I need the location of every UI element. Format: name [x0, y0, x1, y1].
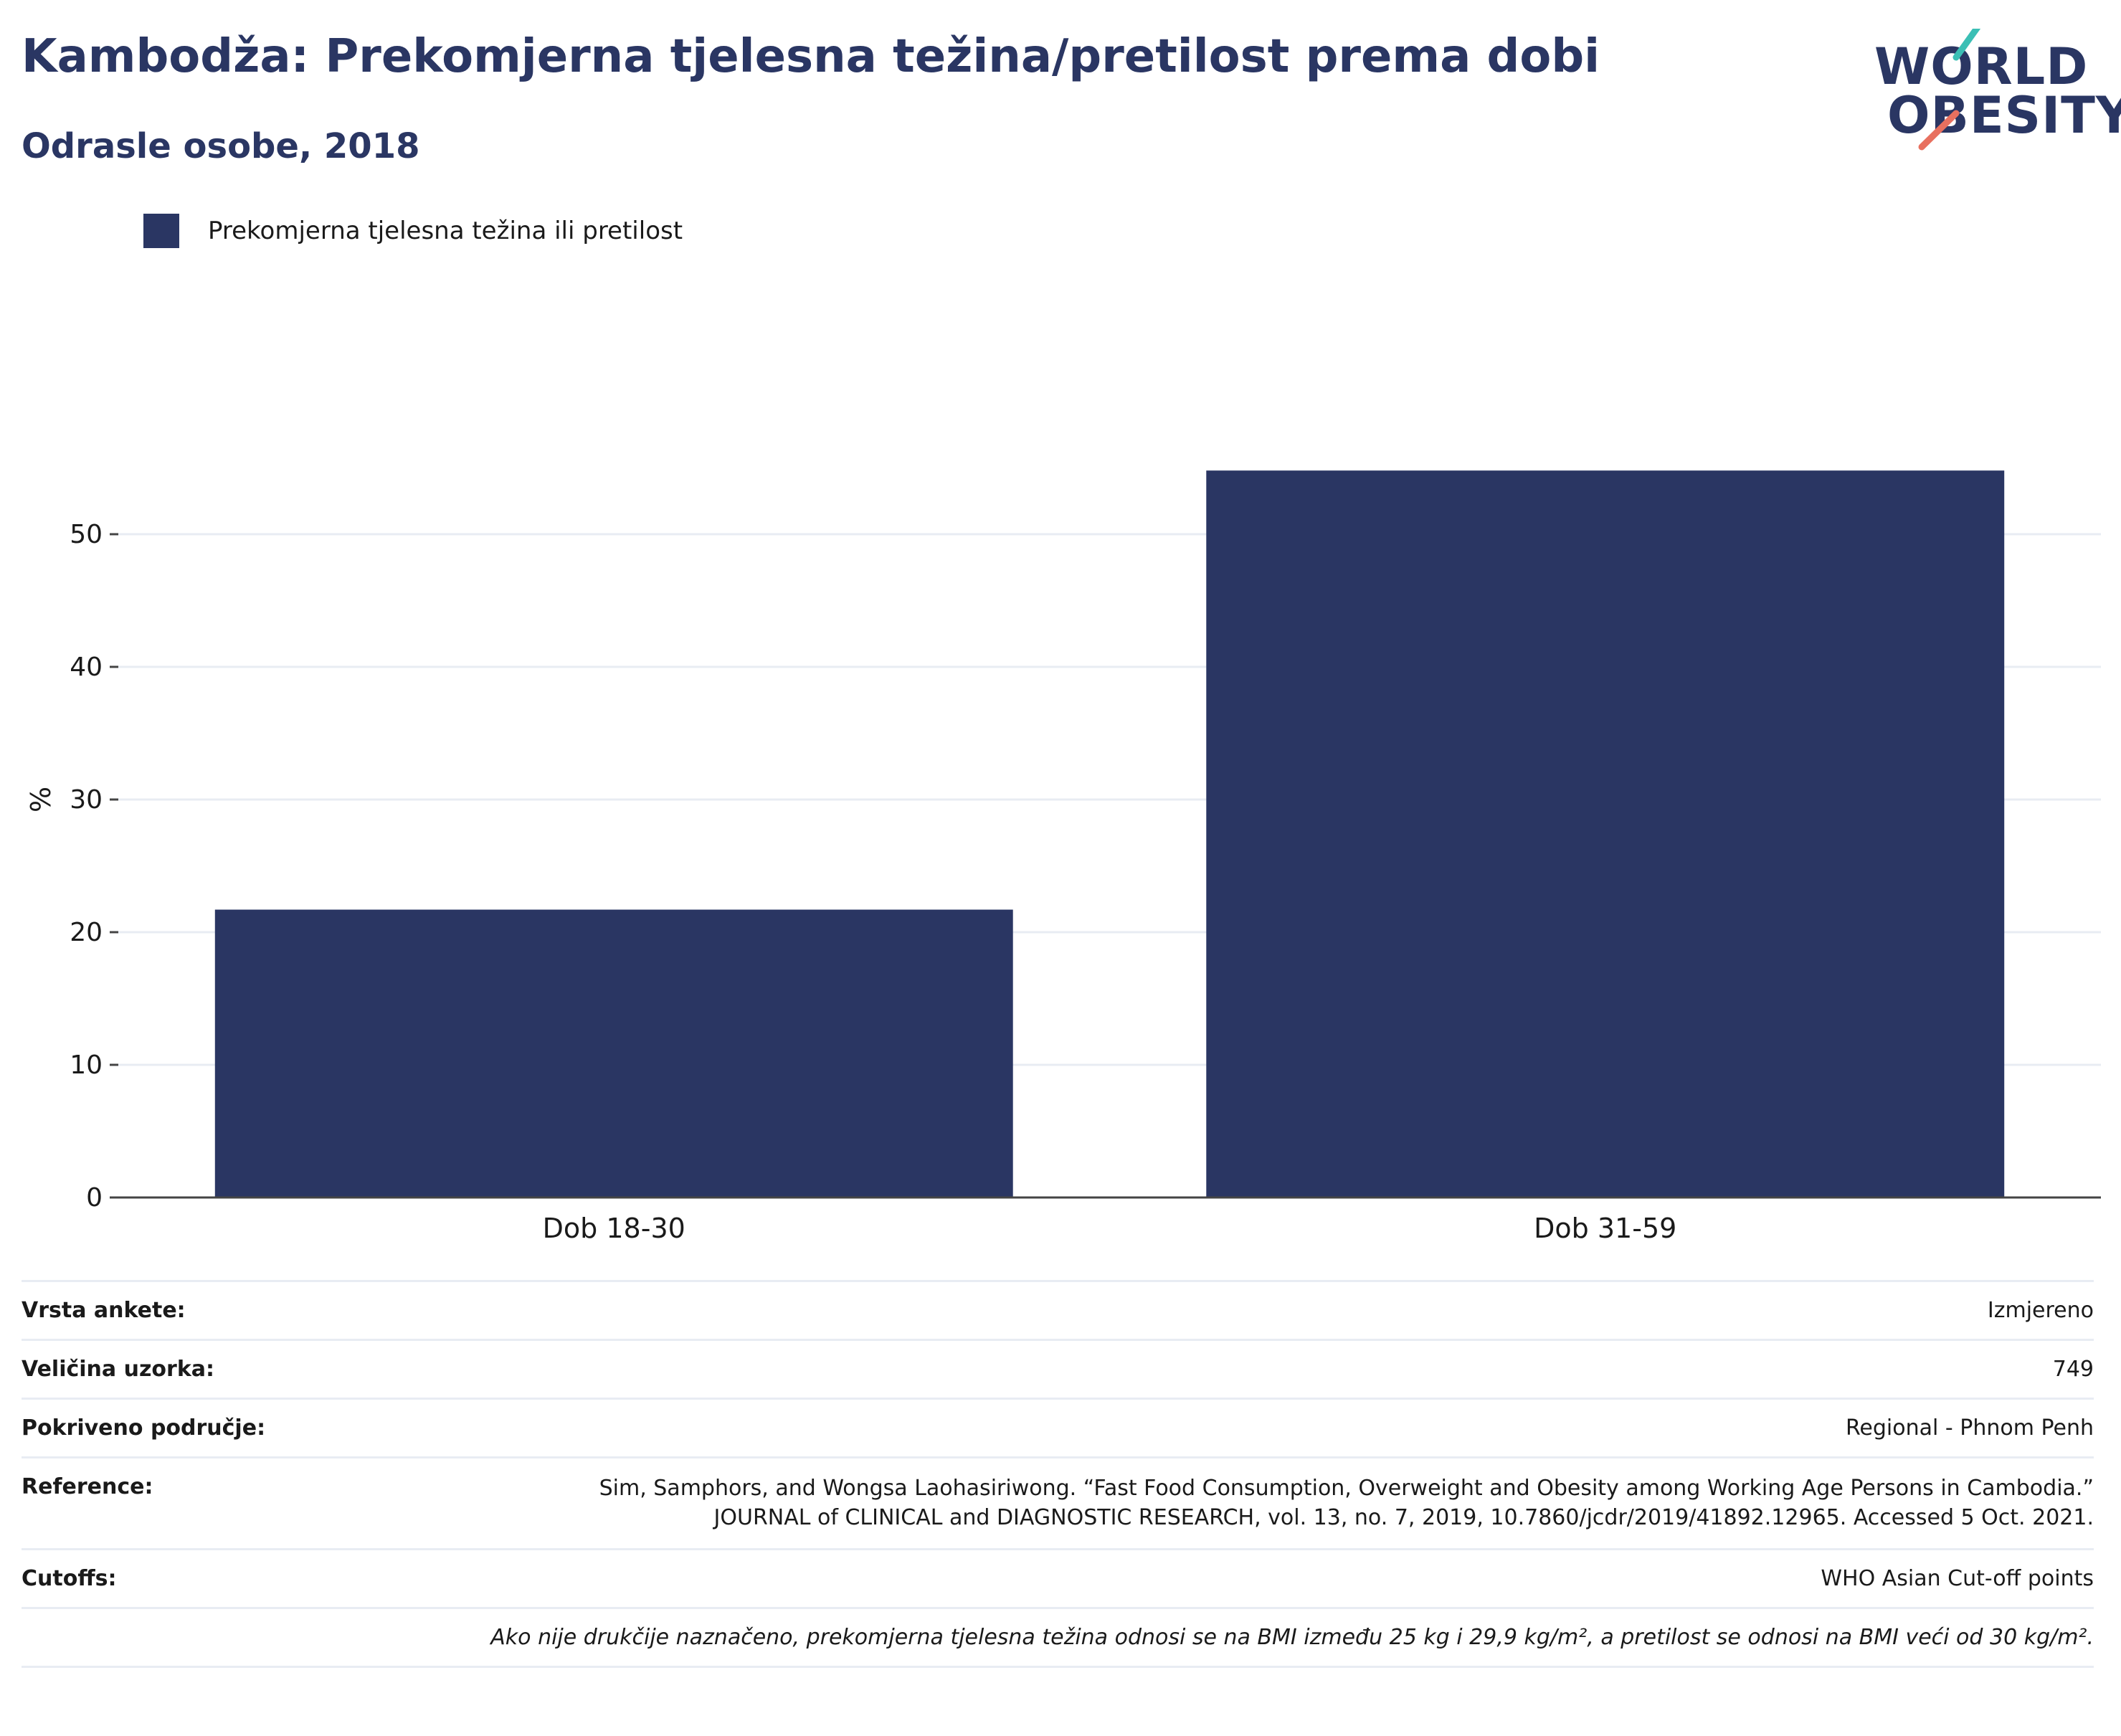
- x-tick-label: Dob 31-59: [1534, 1213, 1676, 1244]
- cutoffs-label: Cutoffs:: [22, 1566, 117, 1591]
- logo-slash-icon: [1918, 29, 1981, 151]
- legend: Prekomjerna tjelesna težina ili pretilos…: [143, 212, 683, 250]
- reference-row: Reference: Sim, Samphors, and Wongsa Lao…: [22, 1456, 2094, 1548]
- survey-type-value: Izmjereno: [1987, 1298, 2094, 1323]
- reference-label: Reference:: [22, 1474, 153, 1499]
- cutoffs-row: Cutoffs: WHO Asian Cut-off points: [22, 1548, 2094, 1607]
- bar: [214, 909, 1013, 1197]
- y-tick-label: 30: [70, 785, 103, 815]
- y-tick-label: 20: [70, 918, 103, 947]
- footnote: Ako nije drukčije naznačeno, prekomjerna…: [490, 1625, 2094, 1650]
- chart-title: Kambodža: Prekomjerna tjelesna težina/pr…: [22, 30, 1600, 83]
- bar: [1206, 470, 2005, 1197]
- survey-type-label: Vrsta ankete:: [22, 1298, 186, 1323]
- sample-size-label: Veličina uzorka:: [22, 1357, 215, 1382]
- y-tick-label: 0: [86, 1183, 103, 1213]
- world-obesity-logo: WORLD OBESITY: [1871, 29, 2121, 158]
- logo-line-1: WORLD: [1874, 37, 2089, 96]
- footnote-row: Ako nije drukčije naznačeno, prekomjerna…: [22, 1607, 2094, 1668]
- y-tick-label: 50: [70, 520, 103, 549]
- sample-size-row: Veličina uzorka: 749: [22, 1339, 2094, 1398]
- cutoffs-value: WHO Asian Cut-off points: [1821, 1566, 2094, 1591]
- legend-swatch: [143, 214, 179, 248]
- legend-label: Prekomjerna tjelesna težina ili pretilos…: [208, 217, 683, 245]
- y-axis-label: %: [25, 787, 57, 812]
- y-tick-label: 40: [70, 653, 103, 682]
- bar-chart: 0 10 20 30 40 50% Dob 18-30 Dob 31-59: [25, 470, 2101, 1244]
- reference-value: Sim, Samphors, and Wongsa Laohasiriwong.…: [599, 1476, 2094, 1530]
- y-tick-label: 10: [70, 1050, 103, 1080]
- chart-subtitle: Odrasle osobe, 2018: [22, 126, 420, 166]
- survey-type-row: Vrsta ankete: Izmjereno: [22, 1280, 2094, 1339]
- survey-info-table: Vrsta ankete: Izmjereno Veličina uzorka:…: [22, 1280, 2094, 1668]
- coverage-row: Pokriveno područje: Regional - Phnom Pen…: [22, 1398, 2094, 1456]
- coverage-value: Regional - Phnom Penh: [1845, 1415, 2094, 1441]
- sample-size-value: 749: [2052, 1357, 2094, 1382]
- x-tick-label: Dob 18-30: [543, 1213, 685, 1244]
- coverage-label: Pokriveno područje:: [22, 1415, 266, 1441]
- logo-line-2: OBESITY: [1887, 86, 2121, 145]
